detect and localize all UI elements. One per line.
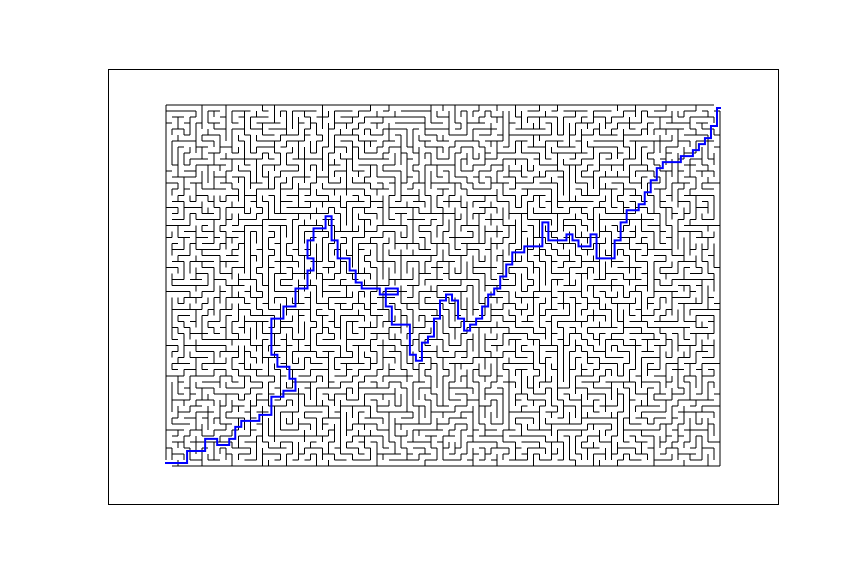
axes-frame bbox=[108, 69, 779, 505]
solution-path bbox=[165, 107, 721, 464]
maze-walls bbox=[165, 104, 721, 467]
maze-wall-segments bbox=[165, 104, 721, 467]
